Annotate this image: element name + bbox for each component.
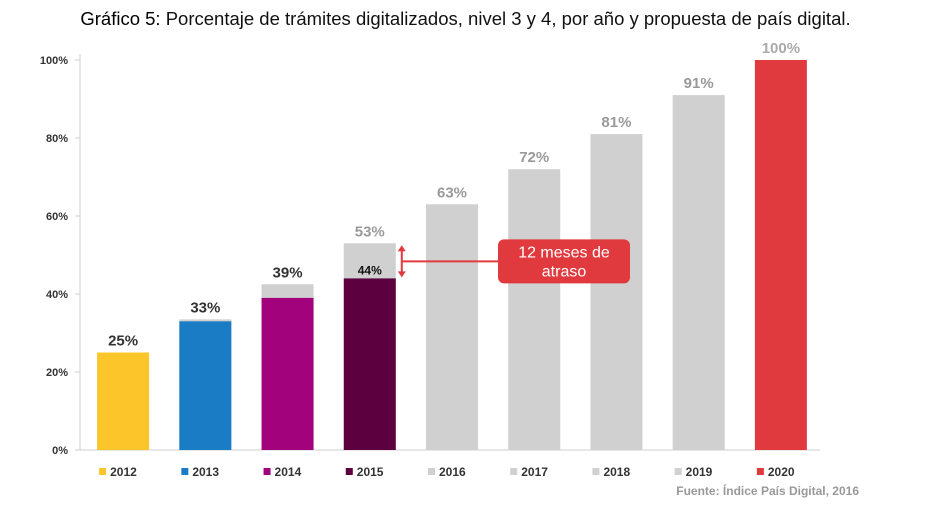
legend-label-2012: 2012 xyxy=(110,465,137,479)
bar-label-2014: 39% xyxy=(273,264,303,281)
bar-label-2019: 91% xyxy=(684,75,714,92)
legend-label-2015: 2015 xyxy=(357,465,384,479)
delay-callout: 12 meses de atraso xyxy=(397,239,630,284)
legend-label-2017: 2017 xyxy=(521,465,548,479)
chart-title-text: Porcentaje de trámites digitalizados, ni… xyxy=(160,8,851,29)
bar-actual-2015 xyxy=(343,278,396,450)
y-tick-label: 40% xyxy=(46,289,68,301)
bar-actual-2013 xyxy=(179,321,232,450)
y-tick-label: 20% xyxy=(46,367,68,379)
bar-label-2018: 81% xyxy=(601,114,631,131)
callout-line-1: 12 meses de xyxy=(518,244,610,261)
legend-label-2016: 2016 xyxy=(439,465,466,479)
legend-swatch-2017 xyxy=(510,468,518,475)
bar-label-2016: 63% xyxy=(437,184,467,201)
legend-label-2020: 2020 xyxy=(768,465,795,479)
bar-actual-2014 xyxy=(261,297,314,450)
legend-label-2013: 2013 xyxy=(192,465,219,479)
bar-label-2017: 72% xyxy=(519,149,549,166)
bar-label-2012: 25% xyxy=(108,333,138,350)
legend-label-2014: 2014 xyxy=(275,465,302,479)
legend-swatch-2019 xyxy=(674,468,682,475)
bar-target-2017 xyxy=(508,169,561,450)
source-note: Fuente: Índice País Digital, 2016 xyxy=(676,484,859,498)
delay-arrow-head-up xyxy=(397,245,406,252)
legend-swatch-2015 xyxy=(345,468,353,475)
bar-actual-2012 xyxy=(97,352,150,450)
legend: 2012 2013 2014 2015 2016 2017 2018 2019 2020 xyxy=(99,465,795,479)
legend-swatch-2013 xyxy=(181,468,189,475)
bar-target-2016 xyxy=(426,204,478,450)
legend-swatch-2016 xyxy=(428,468,435,475)
bar-target-2019 xyxy=(672,95,725,450)
bar-target-2018 xyxy=(590,134,643,450)
y-tick-label: 0% xyxy=(52,445,68,457)
y-tick-label: 80% xyxy=(46,133,68,145)
legend-swatch-2020 xyxy=(756,468,764,475)
bar-labels: 25% 33% 39% 53% 63% 72% 81% 91% 100% 44% xyxy=(108,40,800,350)
bar-label-2015: 53% xyxy=(355,223,385,240)
y-tick-label: 60% xyxy=(46,211,68,223)
legend-label-2019: 2019 xyxy=(686,465,713,479)
bars xyxy=(97,60,807,450)
legend-swatch-2012 xyxy=(99,468,107,475)
legend-swatch-2014 xyxy=(263,468,271,475)
delay-arrow-head-down xyxy=(397,271,406,278)
y-tick-label: 100% xyxy=(40,55,68,67)
bar-label-2020: 100% xyxy=(762,40,800,57)
bar-label-2013: 33% xyxy=(190,299,220,316)
callout-line-2: atraso xyxy=(542,263,587,280)
bar-inner-label-2015: 44% xyxy=(358,263,382,277)
chart-title: Gráfico 5: Porcentaje de trámites digita… xyxy=(0,8,931,30)
bar-target-2020 xyxy=(754,60,807,450)
callout-box xyxy=(498,239,630,284)
legend-label-2018: 2018 xyxy=(603,465,630,479)
chart-title-lead: Gráfico 5: xyxy=(80,8,161,29)
legend-swatch-2018 xyxy=(592,468,600,475)
